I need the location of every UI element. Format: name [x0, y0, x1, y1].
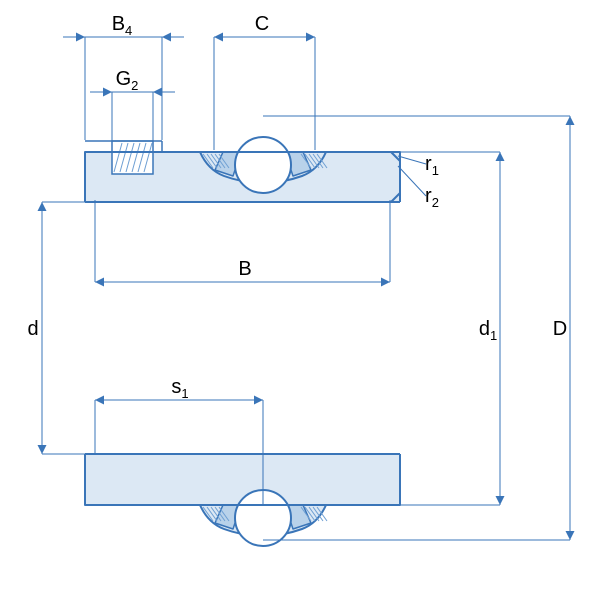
svg-text:B: B [238, 258, 251, 280]
svg-text:r1: r1 [425, 153, 439, 178]
svg-text:C: C [255, 13, 269, 35]
svg-text:B4: B4 [112, 13, 133, 38]
dim-label: D [553, 318, 567, 340]
svg-text:D: D [553, 318, 567, 340]
svg-text:d: d [27, 318, 38, 340]
svg-text:d1: d1 [479, 318, 497, 343]
bearing-diagram: B4 G2 C Bs1 d d1 Dr1 r2 [0, 0, 600, 600]
bearing-body [85, 137, 426, 546]
dim-label: C [255, 13, 269, 35]
dim-label: B4 [112, 13, 133, 38]
dim-label: B [238, 258, 251, 280]
svg-text:s1: s1 [171, 376, 188, 401]
dim-label: d1 [479, 318, 497, 343]
svg-text:r2: r2 [425, 185, 439, 210]
dim-label: d [27, 318, 38, 340]
svg-text:G2: G2 [116, 68, 139, 93]
dim-label: G2 [116, 68, 139, 93]
dim-label: s1 [171, 376, 188, 401]
